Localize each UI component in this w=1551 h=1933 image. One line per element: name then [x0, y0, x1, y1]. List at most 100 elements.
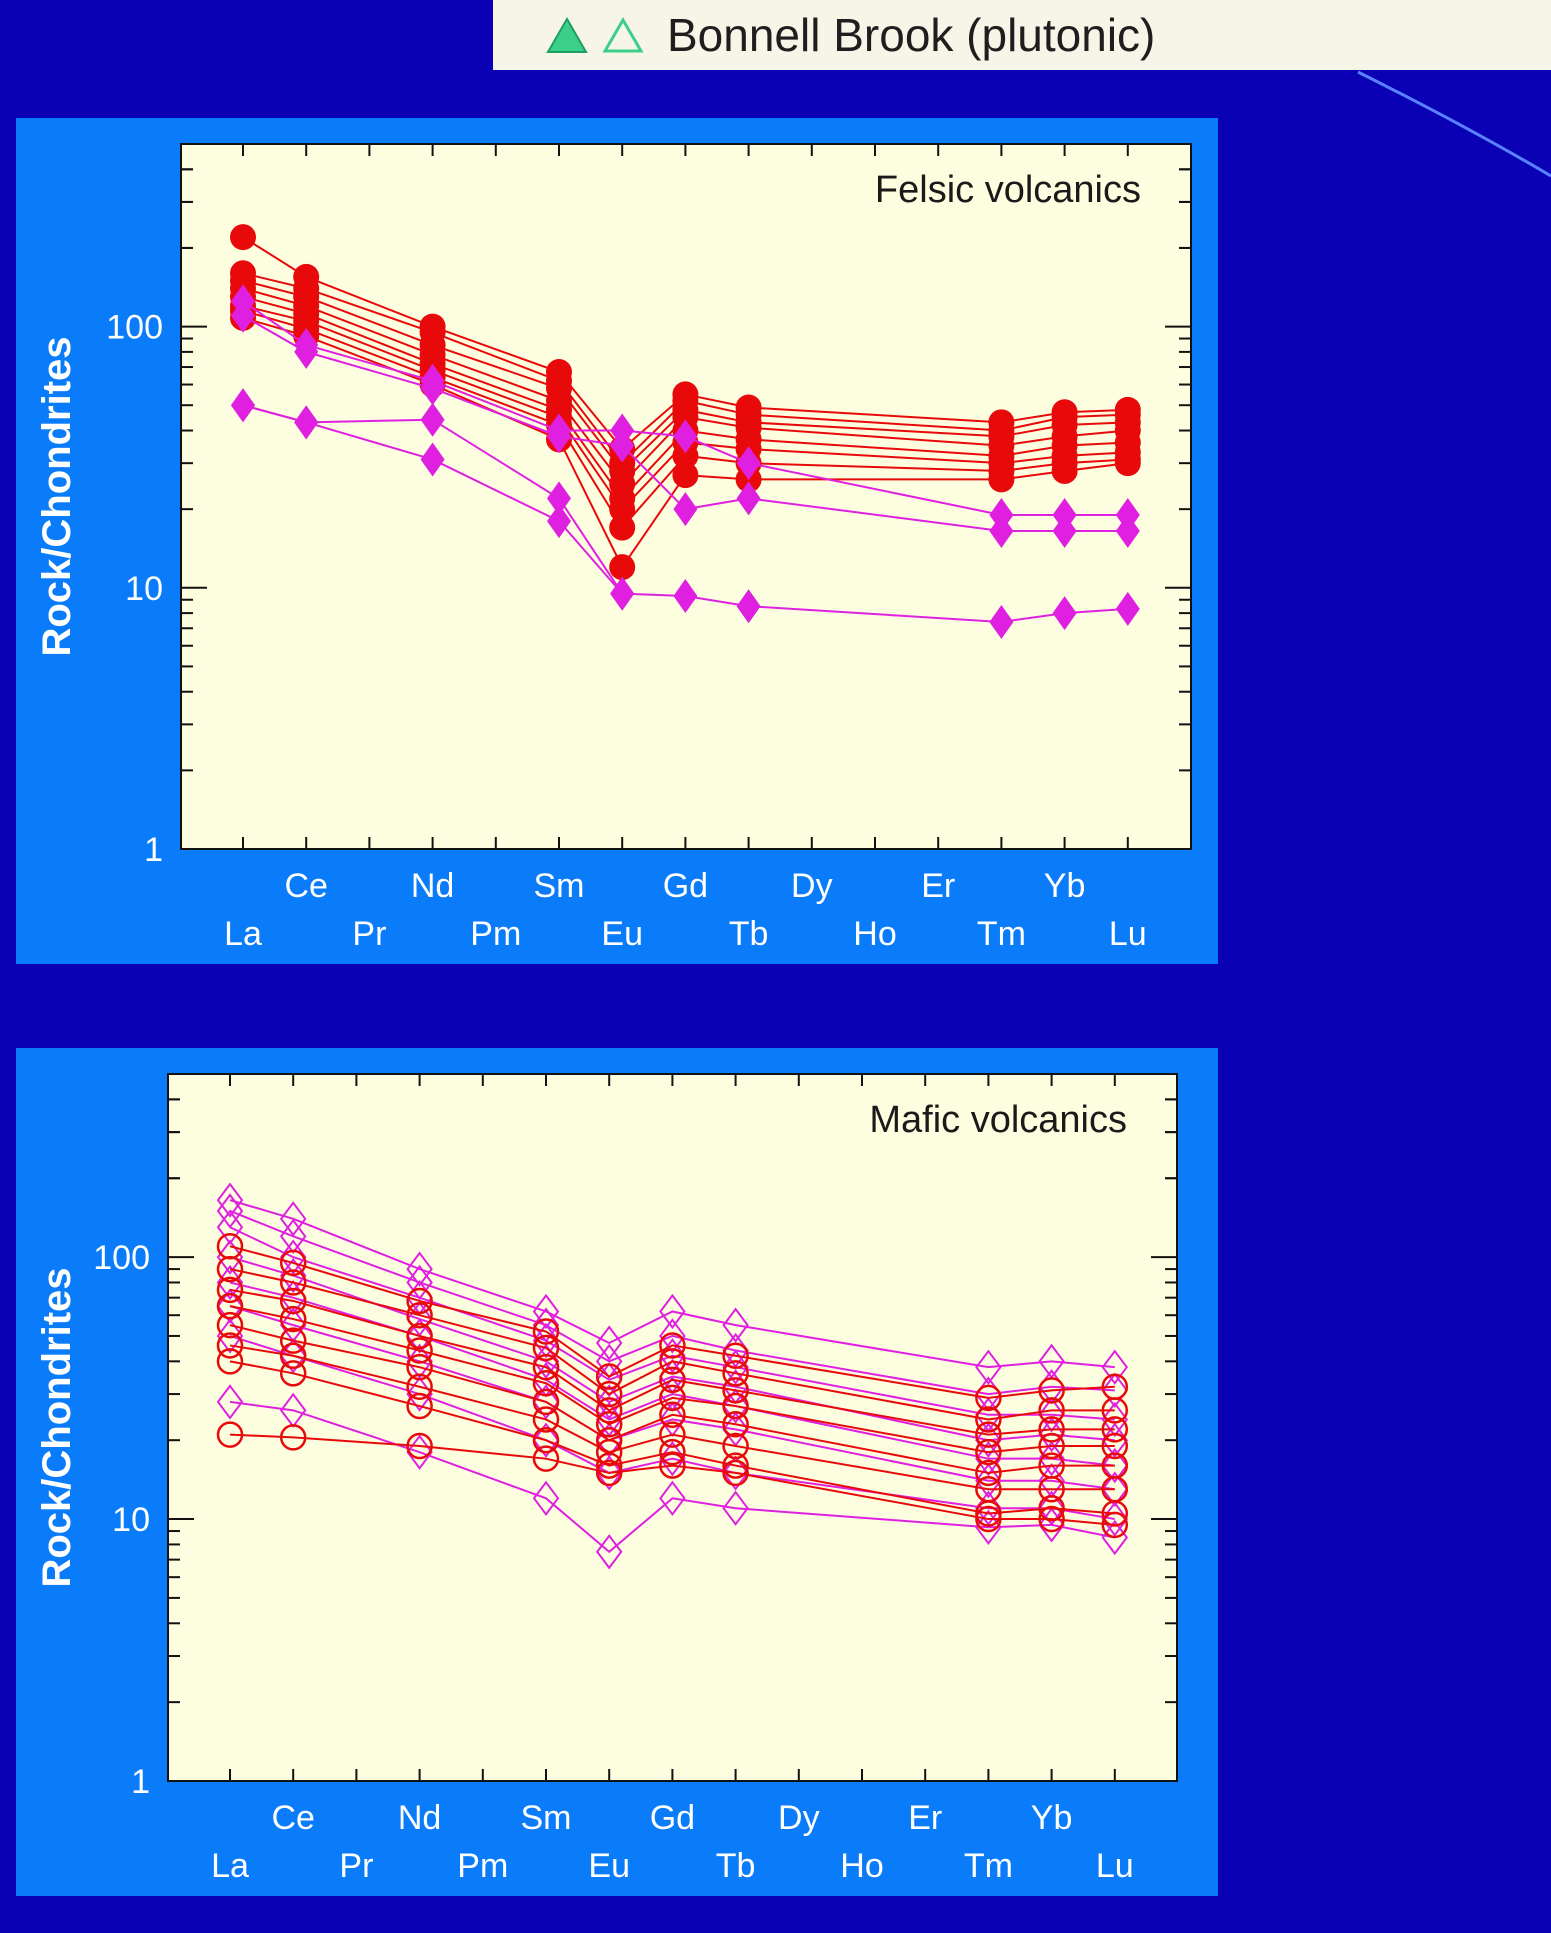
data-point: [975, 1349, 1002, 1385]
data-point: [975, 1384, 1002, 1412]
data-point: [279, 1342, 307, 1370]
series-line: [229, 1305, 1115, 1454]
data-point: [1114, 450, 1141, 477]
data-point: [975, 1463, 1002, 1499]
data-point: [216, 1288, 244, 1324]
data-point: [216, 1209, 244, 1245]
data-point: [1038, 1397, 1065, 1424]
data-point: [722, 1392, 749, 1420]
x-element-label: Sm: [534, 867, 585, 905]
data-point: [1101, 1511, 1129, 1539]
data-point: [532, 1353, 560, 1381]
data-point: [609, 554, 636, 581]
data-point: [595, 1362, 623, 1398]
series-line: [242, 272, 1128, 465]
data-point: [975, 1459, 1002, 1487]
data-point: [230, 224, 256, 251]
data-point: [672, 442, 699, 469]
data-point: [1038, 1505, 1065, 1533]
series-line: [229, 1305, 1115, 1491]
data-point: [1101, 1471, 1129, 1507]
x-element-label: Yb: [1031, 1799, 1073, 1837]
x-element-label: La: [224, 915, 262, 953]
data-point: [673, 419, 698, 454]
data-point: [532, 1445, 560, 1472]
x-element-label: Pr: [352, 915, 386, 953]
data-point: [294, 405, 319, 440]
series-line: [242, 314, 1128, 532]
mafic-chart-panel: 1 10 100 Rock/Chondrites Ce Nd Sm Gd Dy Er Yb La Pr P…: [16, 1048, 1218, 1896]
x-element-label: Eu: [588, 1847, 630, 1885]
data-point: [216, 1182, 244, 1218]
x-element-label: Ho: [840, 1847, 883, 1885]
data-point: [659, 1366, 686, 1394]
data-point: [231, 388, 255, 423]
data-point: [1038, 1494, 1065, 1522]
data-point: [722, 1307, 749, 1343]
data-point: [406, 1353, 433, 1381]
data-point: [279, 1424, 307, 1451]
data-point: [1101, 1500, 1129, 1527]
series-line: [229, 1400, 1115, 1554]
data-point: [1115, 513, 1140, 548]
data-point: [532, 1369, 560, 1397]
data-point: [216, 1384, 244, 1420]
series-line: [242, 279, 1128, 473]
data-point: [279, 1327, 307, 1354]
data-point: [989, 604, 1014, 639]
data-point: [216, 1348, 244, 1375]
x-element-label: Nd: [411, 867, 454, 905]
data-point: [722, 1377, 749, 1404]
data-point: [610, 428, 635, 463]
data-point: [659, 1438, 686, 1466]
x-element-label: La: [211, 1847, 249, 1885]
data-point: [279, 1249, 307, 1277]
y-axis-label: Rock/Chondrites: [35, 336, 79, 656]
series-line: [229, 1256, 1115, 1442]
x-element-label: Dy: [778, 1799, 820, 1837]
x-element-label: Eu: [601, 915, 643, 953]
data-point: [532, 1388, 560, 1416]
series-line: [242, 304, 1128, 511]
data-point: [1038, 1432, 1065, 1460]
x-element-label: Gd: [663, 867, 708, 905]
y-tick-label: 100: [93, 1239, 150, 1277]
data-point: [406, 1392, 433, 1420]
data-point: [722, 1490, 749, 1526]
data-point: [595, 1363, 623, 1390]
series-line: [229, 1324, 1115, 1474]
data-point: [420, 371, 445, 406]
data-point: [532, 1334, 560, 1362]
data-point: [532, 1426, 560, 1454]
data-point: [1052, 513, 1077, 548]
data-point: [989, 513, 1014, 548]
data-point: [231, 298, 255, 333]
data-point: [975, 1490, 1002, 1526]
data-point: [975, 1441, 1002, 1477]
data-point: [975, 1438, 1002, 1466]
data-point: [659, 1348, 686, 1375]
series-line: [242, 404, 1128, 623]
data-point: [406, 1373, 433, 1400]
data-point: [216, 1239, 244, 1275]
x-element-label: Tb: [729, 915, 769, 953]
series-line: [229, 1281, 1115, 1467]
data-point: [736, 481, 761, 516]
data-point: [532, 1406, 560, 1433]
data-point: [595, 1438, 623, 1466]
data-point: [406, 1287, 433, 1315]
data-point: [216, 1421, 244, 1448]
data-point: [216, 1332, 244, 1359]
data-point: [595, 1325, 623, 1361]
legend-banner: Bonnell Brook (plutonic): [493, 0, 1551, 70]
data-point: [406, 1251, 433, 1287]
data-point: [547, 481, 571, 516]
data-point: [279, 1269, 307, 1296]
data-point: [595, 1452, 623, 1479]
data-point: [659, 1421, 686, 1448]
data-point: [722, 1342, 749, 1370]
series-line: [229, 1199, 1115, 1369]
data-point: [420, 402, 445, 437]
series-line: [242, 300, 1128, 516]
series-line: [229, 1433, 1115, 1526]
